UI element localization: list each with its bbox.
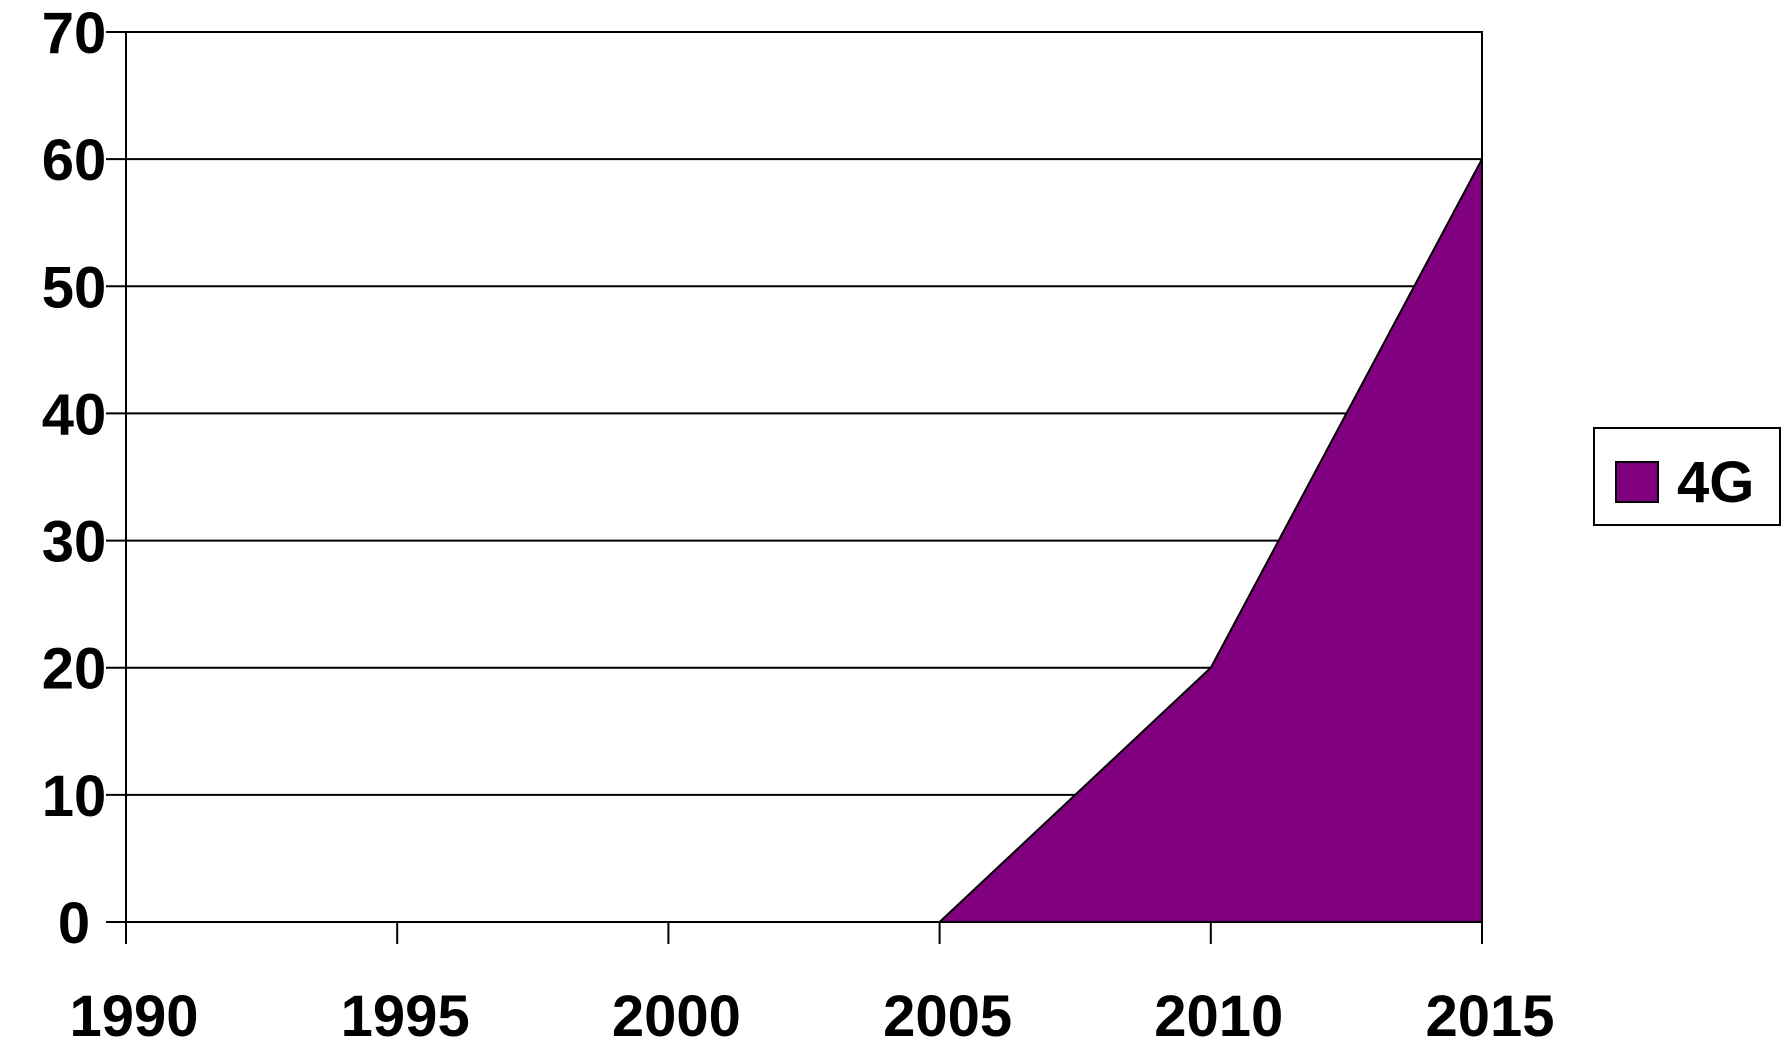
y-axis-ticks: 0 10 20 30 40 50 60 70 (42, 1, 126, 956)
y-tick-label: 60 (42, 128, 107, 193)
x-tick-label: 2010 (1154, 984, 1283, 1049)
legend: 4G (1593, 427, 1781, 526)
y-tick-label: 50 (42, 255, 107, 320)
y-tick-label: 30 (42, 510, 107, 575)
y-tick-label: 10 (42, 764, 107, 829)
x-tick-label: 1990 (69, 984, 198, 1049)
legend-swatch (1615, 461, 1659, 503)
y-tick-label: 70 (42, 1, 107, 66)
axes (125, 31, 1483, 923)
y-tick-label: 20 (42, 637, 107, 702)
y-tick-label: 40 (42, 382, 107, 447)
x-tick-label: 2000 (612, 984, 741, 1049)
x-tick-label: 1995 (341, 984, 470, 1049)
x-axis-ticks: 1990 1995 2000 2005 2010 2015 (69, 922, 1555, 1049)
plot-border (125, 31, 1483, 923)
y-tick-label: 0 (58, 891, 90, 956)
legend-label: 4G (1677, 450, 1754, 515)
x-tick-label: 2005 (883, 984, 1012, 1049)
x-tick-label: 2015 (1425, 984, 1554, 1049)
